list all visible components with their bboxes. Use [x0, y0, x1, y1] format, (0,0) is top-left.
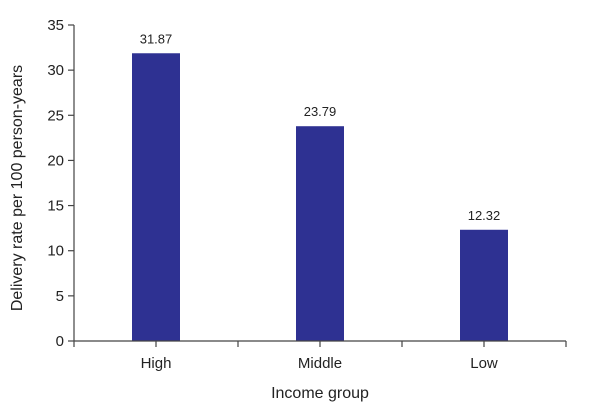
y-tick-label: 35	[47, 17, 64, 34]
y-tick-label: 10	[47, 243, 64, 260]
y-tick-label: 30	[47, 62, 64, 79]
x-tick-label-high: High	[141, 355, 172, 372]
data-label-high: 31.87	[140, 31, 173, 46]
data-label-middle: 23.79	[304, 104, 337, 119]
bar-high	[132, 53, 180, 341]
x-tick-label-low: Low	[470, 355, 498, 372]
y-tick-label: 20	[47, 152, 64, 169]
y-tick-label: 5	[56, 288, 64, 305]
x-axis-ticks: High Middle Low	[73, 341, 567, 372]
x-tick-label-middle: Middle	[298, 355, 342, 372]
data-labels-group: 31.87 23.79 12.32	[140, 31, 501, 223]
y-axis-ticks: 0 5 10 15 20 25 30 35	[47, 17, 74, 350]
bar-low	[460, 229, 508, 341]
y-tick-label: 0	[56, 333, 64, 350]
y-tick-label: 25	[47, 107, 64, 124]
y-axis-title: Delivery rate per 100 person-years	[9, 65, 26, 311]
bars-group	[132, 53, 508, 341]
bar-middle	[296, 126, 344, 341]
y-tick-label: 15	[47, 198, 64, 215]
data-label-low: 12.32	[468, 208, 501, 223]
x-axis-title: Income group	[271, 385, 369, 402]
